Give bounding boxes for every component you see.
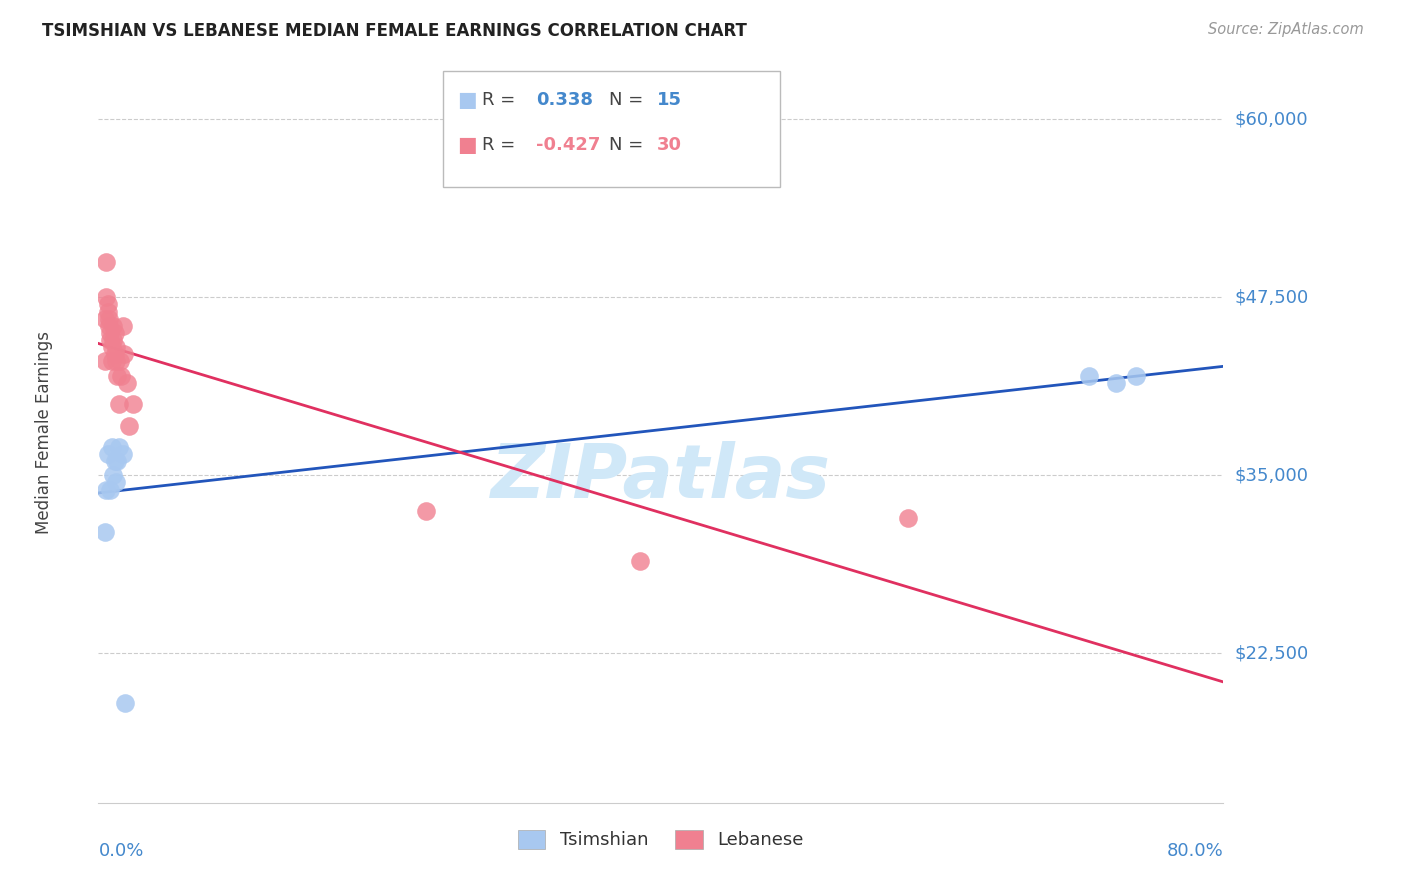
Text: 80.0%: 80.0% <box>1167 842 1223 860</box>
Point <box>96 483 118 497</box>
Point <box>1078 368 1101 383</box>
Point <box>111 447 134 461</box>
Text: N =: N = <box>609 136 648 153</box>
Point <box>105 368 128 383</box>
Point <box>103 326 125 340</box>
Text: ZIPatlas: ZIPatlas <box>491 441 831 514</box>
Point <box>114 696 136 710</box>
Point <box>97 297 120 311</box>
Point <box>101 354 124 368</box>
Point <box>1105 376 1128 390</box>
Point <box>97 447 120 461</box>
Point <box>103 454 125 468</box>
Point <box>628 554 651 568</box>
Text: $22,500: $22,500 <box>1234 644 1309 662</box>
Point <box>101 340 124 354</box>
Point <box>100 333 122 347</box>
Point <box>101 440 124 454</box>
Text: R =: R = <box>482 91 522 109</box>
Point <box>122 397 145 411</box>
Point <box>94 525 117 540</box>
Point <box>104 354 127 368</box>
Text: 0.338: 0.338 <box>536 91 593 109</box>
Point <box>96 290 118 304</box>
Text: $47,500: $47,500 <box>1234 288 1309 306</box>
Text: N =: N = <box>609 91 648 109</box>
Point <box>115 376 138 390</box>
Point <box>103 347 125 361</box>
Text: TSIMSHIAN VS LEBANESE MEDIAN FEMALE EARNINGS CORRELATION CHART: TSIMSHIAN VS LEBANESE MEDIAN FEMALE EARN… <box>42 22 747 40</box>
Point <box>107 440 129 454</box>
Point <box>105 454 128 468</box>
Text: Source: ZipAtlas.com: Source: ZipAtlas.com <box>1208 22 1364 37</box>
Point <box>118 418 141 433</box>
Point <box>104 340 127 354</box>
Text: $35,000: $35,000 <box>1234 467 1309 484</box>
Point <box>108 354 131 368</box>
Text: -0.427: -0.427 <box>536 136 600 153</box>
Point <box>98 318 121 333</box>
Point <box>112 347 135 361</box>
Text: $60,000: $60,000 <box>1234 111 1308 128</box>
Point <box>94 311 117 326</box>
Text: R =: R = <box>482 136 522 153</box>
Point <box>96 254 118 268</box>
Point <box>98 311 121 326</box>
Point <box>415 504 437 518</box>
Point <box>897 511 920 525</box>
Legend: Tsimshian, Lebanese: Tsimshian, Lebanese <box>512 823 810 856</box>
Point <box>100 326 122 340</box>
Point <box>97 304 120 318</box>
Point <box>107 397 129 411</box>
Text: 30: 30 <box>657 136 682 153</box>
Text: ■: ■ <box>457 135 477 154</box>
Point <box>101 333 124 347</box>
Point <box>1125 368 1147 383</box>
Point <box>110 368 132 383</box>
Text: ■: ■ <box>457 90 477 110</box>
Text: Median Female Earnings: Median Female Earnings <box>35 331 53 534</box>
Point <box>111 318 134 333</box>
Point <box>101 468 124 483</box>
Point <box>104 475 127 490</box>
Point <box>100 483 122 497</box>
Point <box>101 318 124 333</box>
Point <box>94 354 117 368</box>
Text: 0.0%: 0.0% <box>98 842 143 860</box>
Text: 15: 15 <box>657 91 682 109</box>
